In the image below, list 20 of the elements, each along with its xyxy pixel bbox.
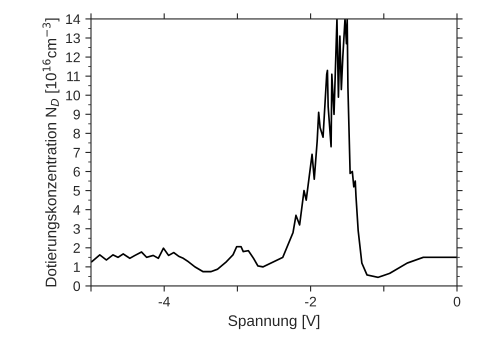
y-axis-title: Dotierungskonzentration N$_{D}$ [10$^{16}$cm$^{−3}$]: [42, 18, 60, 286]
y-tick-label: 13: [66, 33, 80, 44]
y-tick-label: 1: [74, 262, 80, 272]
y-tick-label: 14: [66, 14, 80, 24]
y-tick-label: 9: [74, 110, 80, 120]
y-tick-label: 11: [67, 72, 80, 82]
y-tick-label: 7: [74, 148, 80, 158]
y-tick-label: 8: [73, 128, 80, 139]
x-tick-label: -2: [305, 296, 316, 306]
x-axis-title: Spannung [V]: [228, 314, 320, 330]
y-tick-label: 10: [66, 90, 80, 100]
y-tick-label: 5: [73, 186, 80, 196]
y-tick-label: 3: [73, 224, 80, 234]
y-tick-label: 2: [74, 243, 80, 253]
y-tick-label: 4: [73, 205, 80, 215]
y-tick-label: 0: [73, 281, 80, 292]
y-tick-label: 12: [66, 52, 80, 62]
x-tick-label: -4: [158, 296, 170, 306]
y-tick-label: 6: [74, 166, 80, 177]
x-tick-label: 0: [454, 296, 460, 307]
